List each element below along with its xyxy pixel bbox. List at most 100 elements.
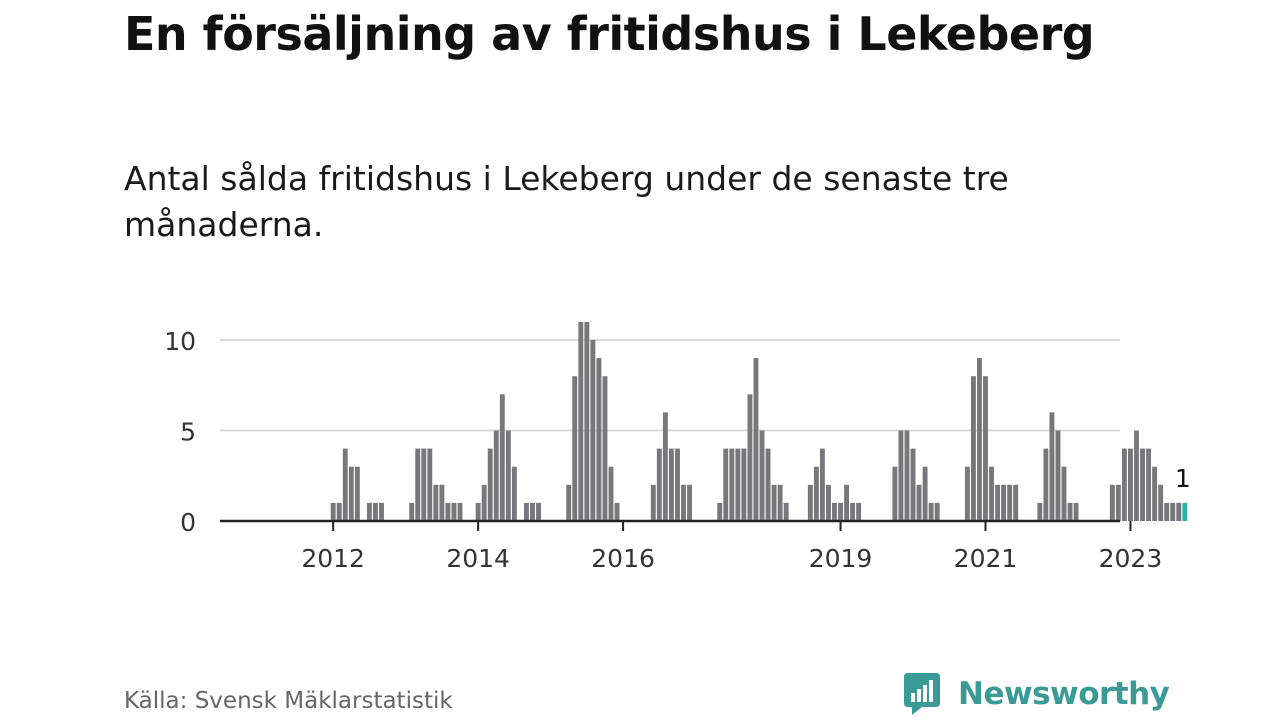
bar xyxy=(826,484,831,521)
bar xyxy=(1013,484,1019,521)
bar xyxy=(687,484,692,521)
x-tick-label: 2014 xyxy=(446,544,510,573)
bar xyxy=(445,502,451,521)
source-note: Källa: Svensk Mäklarstatistik xyxy=(124,688,453,714)
bar xyxy=(681,484,686,521)
y-tick-label: 0 xyxy=(180,508,196,537)
highlight-value-label: 1 xyxy=(1175,464,1191,493)
bar xyxy=(536,502,541,521)
axes xyxy=(220,519,1132,531)
bar xyxy=(675,448,680,521)
bar xyxy=(451,502,457,521)
bar xyxy=(1128,448,1133,521)
bar xyxy=(747,394,753,521)
bar xyxy=(373,502,378,521)
bar xyxy=(1043,448,1049,521)
bar xyxy=(668,448,674,521)
bar xyxy=(983,376,988,521)
bar xyxy=(1146,448,1152,521)
bar xyxy=(970,376,976,521)
highlight-bar xyxy=(1182,502,1188,521)
bar xyxy=(348,466,354,521)
bar xyxy=(342,448,348,521)
bar xyxy=(922,466,928,521)
bar xyxy=(832,502,837,521)
bar xyxy=(1121,448,1127,521)
bar xyxy=(409,502,415,521)
bar xyxy=(741,448,747,521)
bar xyxy=(759,430,765,521)
bar xyxy=(1037,502,1043,521)
bar xyxy=(1061,466,1067,521)
bar xyxy=(433,484,439,521)
bar xyxy=(1049,412,1055,521)
bar xyxy=(415,448,421,521)
bar xyxy=(916,484,922,521)
chart-subtitle: Antal sålda fritidshus i Lekeberg under … xyxy=(124,159,1009,244)
bar xyxy=(584,321,590,521)
bar xyxy=(928,502,934,521)
bar xyxy=(566,484,572,521)
bar xyxy=(898,430,904,521)
bar xyxy=(487,448,493,521)
brand-name: Newsworthy xyxy=(958,676,1170,712)
bar-chart: 0 5 10 2012 2014 2016 2019 2021 2023 1 xyxy=(164,321,1191,573)
bar xyxy=(723,448,729,521)
bar xyxy=(1134,430,1139,521)
bar xyxy=(1001,484,1007,521)
labels: 0 5 10 2012 2014 2016 2019 2021 2023 1 xyxy=(164,327,1191,573)
bar xyxy=(439,484,445,521)
bar xyxy=(717,502,723,521)
bar xyxy=(1140,448,1145,521)
bar xyxy=(336,502,342,521)
bar xyxy=(421,448,427,521)
bar xyxy=(1152,466,1158,521)
bar xyxy=(379,502,384,521)
bar xyxy=(910,448,916,521)
bar xyxy=(850,502,856,521)
bar xyxy=(590,340,596,521)
brand-logo-link[interactable]: Newsworthy xyxy=(902,670,1170,718)
bar xyxy=(475,502,481,521)
bar xyxy=(892,466,898,521)
bar xyxy=(934,502,940,521)
bar xyxy=(511,466,517,521)
bar xyxy=(904,430,910,521)
bar xyxy=(813,466,819,521)
bar xyxy=(427,448,433,521)
bar xyxy=(602,376,608,521)
bar xyxy=(1158,484,1164,521)
bar xyxy=(596,358,602,521)
y-tick-label: 5 xyxy=(180,418,196,447)
bar xyxy=(753,358,759,521)
bar xyxy=(578,321,584,521)
bar xyxy=(1067,502,1073,521)
gridlines xyxy=(220,339,1120,432)
y-tick-label: 10 xyxy=(164,327,196,356)
bar xyxy=(481,484,487,521)
bar xyxy=(572,376,578,521)
x-tick-label: 2021 xyxy=(954,544,1018,573)
bar xyxy=(819,448,825,521)
bar xyxy=(964,466,970,521)
bar xyxy=(838,502,843,521)
bar xyxy=(807,484,813,521)
bar-chart-speech-bubble-icon xyxy=(904,673,940,715)
bar xyxy=(1073,502,1079,521)
bar xyxy=(330,502,336,521)
x-tick-label: 2012 xyxy=(301,544,365,573)
x-tick-label: 2016 xyxy=(591,544,655,573)
bar xyxy=(1109,484,1115,521)
chart-title: En försäljning av fritidshus i Lekeberg xyxy=(124,7,1095,61)
bar xyxy=(354,466,360,521)
bar xyxy=(856,502,862,521)
bar xyxy=(1007,484,1013,521)
bar xyxy=(735,448,741,521)
bar xyxy=(977,358,982,521)
bar xyxy=(650,484,656,521)
bar xyxy=(771,484,777,521)
bar xyxy=(777,484,783,521)
bar xyxy=(499,394,505,521)
bar xyxy=(493,430,499,521)
bar xyxy=(783,502,789,521)
